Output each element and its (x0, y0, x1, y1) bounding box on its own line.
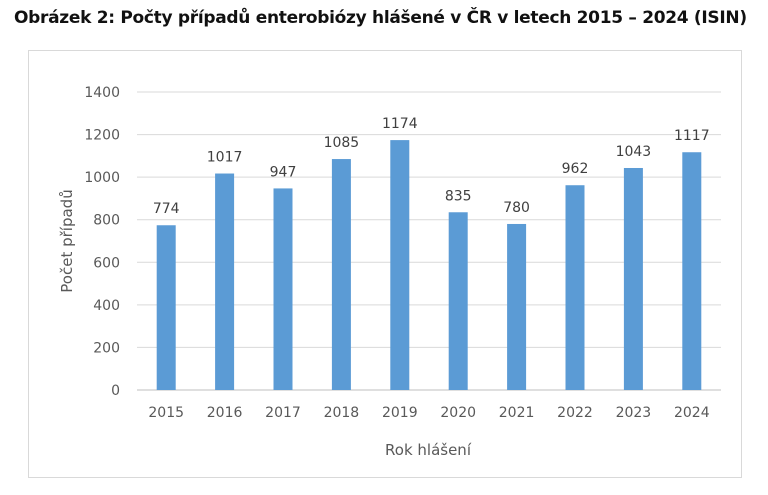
x-axis-title: Rok hlášení (385, 441, 472, 459)
bar-2017 (273, 188, 293, 390)
x-tick-label: 2016 (207, 405, 243, 421)
bar-2022 (565, 185, 585, 390)
y-tick-label: 0 (111, 383, 120, 399)
data-label-2024: 1117 (674, 128, 710, 144)
y-tick-label: 800 (93, 213, 120, 229)
x-tick-label: 2015 (148, 405, 184, 421)
x-tick-label: 2018 (324, 405, 360, 421)
bar-2016 (215, 173, 235, 390)
bar-2024 (682, 152, 702, 390)
data-label-2020: 835 (445, 188, 472, 204)
data-label-2022: 962 (562, 161, 589, 177)
y-tick-label: 600 (93, 255, 120, 271)
x-tick-label: 2022 (557, 405, 593, 421)
bar-2019 (390, 140, 410, 390)
bar-2015 (156, 225, 176, 390)
bar-2020 (448, 212, 468, 390)
y-tick-label: 1200 (84, 128, 120, 144)
data-label-2021: 780 (503, 200, 530, 216)
y-tick-label: 1000 (84, 170, 120, 186)
bar-2023 (623, 167, 643, 390)
y-tick-label: 400 (93, 298, 120, 314)
data-label-2018: 1085 (324, 135, 360, 151)
x-tick-label: 2020 (440, 405, 476, 421)
bar-2021 (507, 223, 527, 390)
data-label-2019: 1174 (382, 116, 418, 132)
y-tick-label: 1400 (84, 85, 120, 101)
chart-title: Obrázek 2: Počty případů enterobiózy hlá… (14, 8, 747, 28)
data-label-2016: 1017 (207, 150, 243, 166)
data-label-2017: 947 (270, 164, 297, 180)
y-tick-label: 200 (93, 340, 120, 356)
x-tick-label: 2021 (499, 405, 535, 421)
bar-2018 (331, 159, 351, 390)
x-tick-label: 2024 (674, 405, 710, 421)
chart-frame (28, 50, 742, 478)
x-tick-label: 2017 (265, 405, 301, 421)
data-label-2015: 774 (153, 201, 180, 217)
y-axis-title: Počet případů (58, 189, 76, 292)
x-tick-label: 2023 (616, 405, 652, 421)
x-tick-label: 2019 (382, 405, 418, 421)
data-label-2023: 1043 (616, 144, 652, 160)
